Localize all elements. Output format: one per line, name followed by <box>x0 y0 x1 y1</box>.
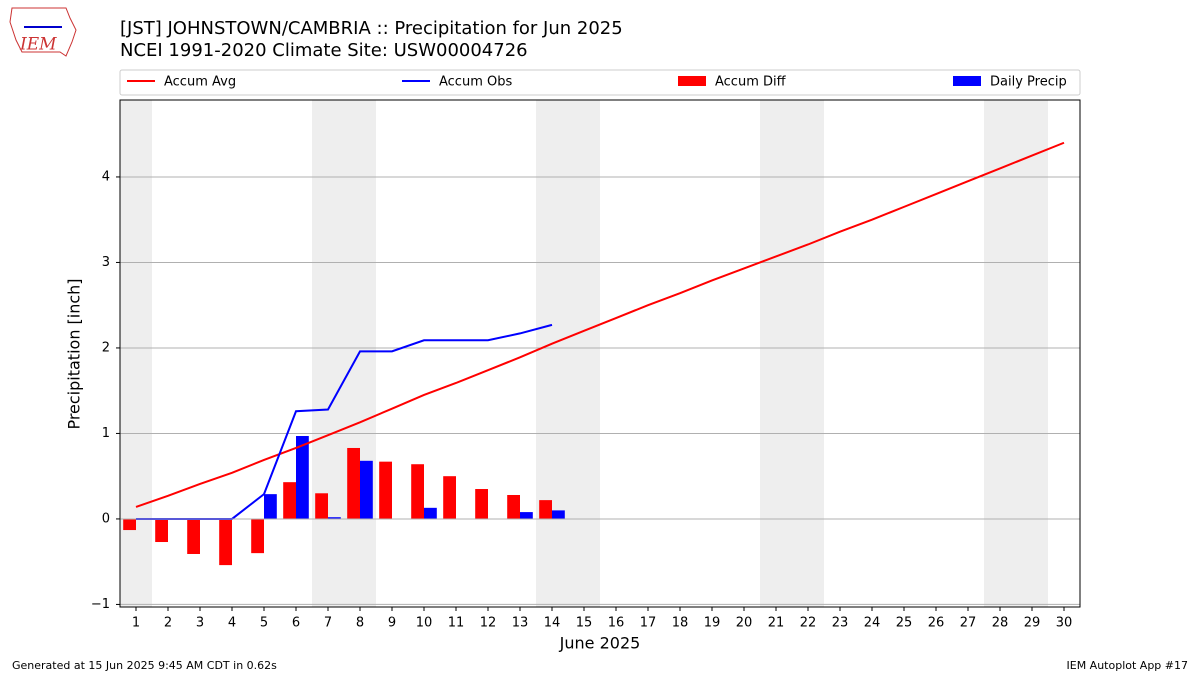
x-tick-label: 23 <box>832 616 849 631</box>
weekend-shade <box>536 100 568 607</box>
bar <box>155 518 168 543</box>
legend-label: Accum Diff <box>715 75 787 90</box>
x-tick-label: 8 <box>356 616 364 631</box>
weekend-shade <box>568 100 600 607</box>
weekend-shade <box>792 100 824 607</box>
x-tick-label: 15 <box>576 616 593 631</box>
x-tick-label: 19 <box>704 616 721 631</box>
x-tick-label: 28 <box>992 616 1009 631</box>
y-tick-label: 1 <box>102 426 110 441</box>
weekend-shade <box>984 100 1016 607</box>
bar <box>347 447 360 519</box>
bar <box>264 494 277 519</box>
logo-text: IEM <box>19 35 57 55</box>
x-tick-label: 10 <box>416 616 433 631</box>
bar <box>328 517 341 519</box>
weekend-shade <box>760 100 792 607</box>
bar <box>379 461 392 519</box>
weekend-shade <box>344 100 376 607</box>
x-tick-label: 25 <box>896 616 913 631</box>
x-tick-label: 24 <box>864 616 881 631</box>
legend-label: Accum Avg <box>164 75 236 90</box>
x-tick-label: 18 <box>672 616 689 631</box>
bar <box>443 476 456 519</box>
x-tick-label: 9 <box>388 616 396 631</box>
legend-swatch <box>678 76 706 86</box>
bar <box>219 518 232 566</box>
x-tick-label: 20 <box>736 616 753 631</box>
y-tick-label: 3 <box>102 255 110 270</box>
x-tick-label: 12 <box>480 616 497 631</box>
weekend-shade <box>312 100 344 607</box>
x-tick-label: 4 <box>228 616 236 631</box>
x-tick-label: 6 <box>292 616 300 631</box>
x-tick-label: 3 <box>196 616 204 631</box>
bar <box>424 507 437 519</box>
bar <box>187 518 200 554</box>
chart-subtitle: NCEI 1991-2020 Climate Site: USW00004726 <box>120 40 528 61</box>
chart-title: [JST] JOHNSTOWN/CAMBRIA :: Precipitation… <box>120 18 623 39</box>
x-tick-label: 29 <box>1024 616 1041 631</box>
x-tick-label: 14 <box>544 616 561 631</box>
x-tick-label: 2 <box>164 616 172 631</box>
footer-left: Generated at 15 Jun 2025 9:45 AM CDT in … <box>12 659 277 672</box>
x-tick-label: 16 <box>608 616 625 631</box>
legend <box>119 69 1081 96</box>
line <box>135 141 1065 508</box>
x-tick-label: 26 <box>928 616 945 631</box>
bar <box>283 482 296 519</box>
y-tick-label: 4 <box>102 169 110 184</box>
bar <box>552 510 565 519</box>
y-tick-label: 2 <box>102 340 110 355</box>
weekend-shade <box>120 100 152 607</box>
bar <box>296 436 309 519</box>
x-tick-label: 13 <box>512 616 529 631</box>
legend-label: Accum Obs <box>439 75 512 90</box>
bar <box>360 460 373 519</box>
x-tick-label: 30 <box>1056 616 1073 631</box>
x-tick-label: 22 <box>800 616 817 631</box>
weekend-shade <box>1016 100 1048 607</box>
bar <box>315 493 328 519</box>
bar <box>507 494 520 519</box>
y-tick-label: −1 <box>91 597 110 612</box>
bar <box>475 489 488 519</box>
logo: IEM <box>9 7 77 57</box>
y-axis-label: Precipitation [inch] <box>65 278 84 429</box>
legend-label: Daily Precip <box>990 75 1067 90</box>
y-tick-label: 0 <box>102 511 110 526</box>
bar <box>123 518 136 531</box>
footer-right: IEM Autoplot App #17 <box>1067 659 1189 672</box>
x-tick-label: 5 <box>260 616 268 631</box>
bar <box>251 518 264 554</box>
x-tick-label: 7 <box>324 616 332 631</box>
x-tick-label: 11 <box>448 616 465 631</box>
x-tick-label: 21 <box>768 616 785 631</box>
bar <box>411 464 424 519</box>
bar <box>520 512 533 519</box>
x-axis-label: June 2025 <box>559 634 641 653</box>
bar <box>539 500 552 519</box>
plot-frame <box>119 99 1081 608</box>
x-tick-label: 27 <box>960 616 977 631</box>
x-tick-label: 1 <box>132 616 140 631</box>
legend-swatch <box>953 76 981 86</box>
x-tick-label: 17 <box>640 616 657 631</box>
